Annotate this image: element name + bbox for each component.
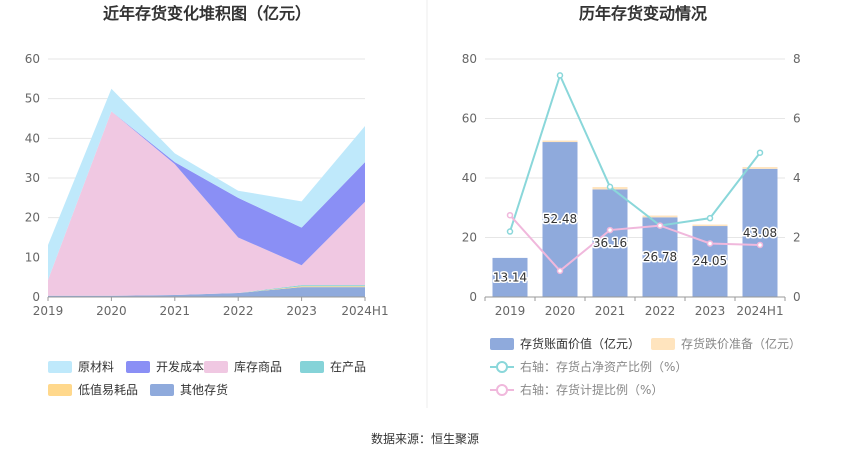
- left-y-tick: 30: [25, 171, 40, 185]
- bar-value-label: 36.16: [593, 236, 627, 250]
- bar-book-value: [742, 168, 778, 297]
- left-y-tick: 10: [25, 250, 40, 264]
- line-point: [706, 240, 714, 247]
- line-point: [756, 241, 764, 249]
- right-x-tick: 2024H1: [736, 304, 783, 318]
- bar-value-label: 26.78: [643, 250, 677, 264]
- left-legend-swatch: [300, 361, 324, 373]
- left-axis: 0 10 20 30 40 50 60 2019 2020 2021 2022 2023 2024H1: [25, 52, 389, 318]
- right-x-tick: 2021: [595, 304, 626, 318]
- bar-book-value: [592, 189, 628, 297]
- right-x-tick: 2023: [695, 304, 726, 318]
- right-legend-marker: [496, 384, 508, 396]
- left-x-tick: 2022: [223, 304, 254, 318]
- right-legend-marker: [496, 361, 508, 373]
- right-y-tick: 20: [462, 231, 477, 245]
- left-legend-swatch: [48, 384, 72, 396]
- line-point: [606, 183, 614, 191]
- line-series-0: [509, 72, 761, 232]
- right-y-tick: 80: [462, 52, 477, 66]
- left-x-tick: 2024H1: [341, 304, 388, 318]
- right-y2-tick: 2: [793, 231, 801, 245]
- line-point: [556, 72, 564, 79]
- left-legend-label: 原材料: [78, 360, 114, 374]
- right-y-tick: 0: [469, 290, 477, 304]
- line-point: [656, 222, 664, 229]
- right-lines: [506, 72, 764, 275]
- right-axis: 0 20 40 60 80 0 2 4 6 8 2019 2020 2021 2022 2023 2024H1: [462, 52, 801, 318]
- left-legend-label: 其他存货: [180, 382, 228, 397]
- right-y-tick: 60: [462, 112, 477, 126]
- right-y2-tick: 0: [793, 290, 801, 304]
- bar-provision: [692, 224, 728, 227]
- left-legend-swatch: [204, 361, 228, 373]
- right-x-tick: 2020: [545, 304, 576, 318]
- right-legend-label: 存货跌价准备（亿元）: [681, 336, 801, 351]
- area-在产品: [48, 285, 365, 296]
- bar-provision: [542, 140, 578, 143]
- right-y2-tick: 8: [793, 52, 801, 66]
- line-point: [706, 214, 714, 222]
- left-y-tick: 40: [25, 131, 40, 145]
- left-x-tick: 2021: [160, 304, 191, 318]
- left-y-tick: 50: [25, 92, 40, 106]
- area-开发成本: [48, 111, 365, 280]
- left-legend-swatch: [150, 384, 174, 396]
- right-bar-labels: 13.14 52.48 36.16 26.78 24.05 43.08: [491, 210, 778, 286]
- line-point: [756, 149, 764, 156]
- bar-provision: [742, 167, 778, 169]
- bar-value-label: 24.05: [693, 254, 727, 268]
- left-legend-swatch: [126, 361, 150, 373]
- bar-value-label: 52.48: [543, 212, 577, 226]
- bar-value-label: 43.08: [743, 226, 777, 240]
- right-grid: [485, 58, 785, 238]
- right-chart-title: 历年存货变动情况: [579, 4, 707, 23]
- left-chart-title: 近年存货变化堆积图（亿元）: [103, 4, 311, 23]
- left-legend-swatch: [48, 361, 72, 373]
- left-x-tick: 2020: [96, 304, 127, 318]
- right-legend-swatch: [651, 338, 675, 350]
- left-x-tick: 2023: [286, 304, 317, 318]
- line-series-1: [509, 214, 761, 273]
- left-y-tick: 20: [25, 211, 40, 225]
- line-point: [606, 226, 614, 234]
- left-x-tick: 2019: [33, 304, 64, 318]
- right-legend: 存货账面价值（亿元） 存货跌价准备（亿元） 右轴：存货占净资产比例（%） 右轴：存货计…: [490, 336, 801, 397]
- bar-book-value: [492, 257, 528, 297]
- data-source: 数据来源：恒生聚源: [371, 431, 479, 446]
- area-其他存货: [48, 287, 365, 297]
- left-areas: [48, 88, 365, 297]
- bar-book-value: [692, 225, 728, 297]
- area-库存商品: [48, 111, 365, 296]
- left-legend-label: 库存商品: [234, 359, 282, 374]
- right-legend-swatch: [490, 338, 514, 350]
- right-x-tick: 2022: [645, 304, 676, 318]
- line-point: [506, 211, 514, 219]
- left-legend-label: 低值易耗品: [78, 382, 138, 397]
- right-legend-label: 右轴：存货计提比例（%）: [520, 382, 663, 397]
- left-y-tick: 60: [25, 52, 40, 66]
- stacked-area-chart: 近年存货变化堆积图（亿元） 0 10 20 30 40 50 60 2019 2020 2021 2…: [25, 4, 389, 397]
- right-x-tick: 2019: [495, 304, 526, 318]
- right-y-tick: 40: [462, 171, 477, 185]
- bar-value-label: 13.14: [493, 270, 527, 284]
- left-y-tick: 0: [32, 290, 40, 304]
- right-bars: [492, 140, 778, 297]
- left-legend-label: 开发成本: [156, 359, 204, 374]
- left-legend-label: 在产品: [330, 360, 366, 374]
- line-point: [556, 267, 564, 275]
- right-legend-label: 存货账面价值（亿元）: [520, 336, 640, 351]
- right-legend-label: 右轴：存货占净资产比例（%）: [520, 359, 687, 374]
- line-point: [506, 228, 514, 235]
- right-y2-tick: 4: [793, 171, 801, 185]
- right-y2-tick: 6: [793, 112, 801, 126]
- bar-provision: [642, 215, 678, 218]
